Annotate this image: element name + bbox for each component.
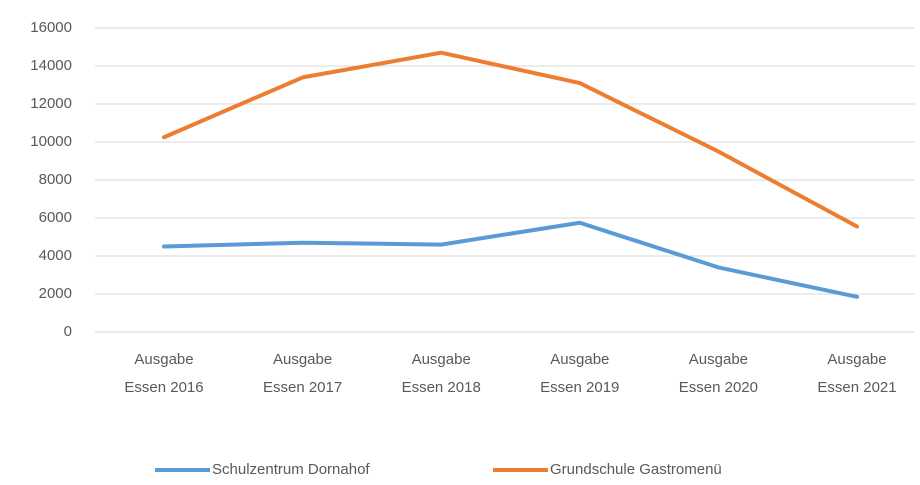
x-tick-label: Ausgabe Essen 2018 <box>401 351 481 396</box>
y-tick-label: 10000 <box>30 133 72 150</box>
series-line <box>162 220 859 299</box>
y-tick-label: 0 <box>64 323 72 340</box>
x-tick-label: Ausgabe Essen 2019 <box>540 351 620 396</box>
x-tick-label: Ausgabe Essen 2021 <box>817 351 897 396</box>
y-tick-label: 14000 <box>30 57 72 74</box>
x-tick-label: Ausgabe Essen 2017 <box>262 351 343 396</box>
series-line <box>162 50 859 229</box>
x-tick-label: Ausgabe Essen 2020 <box>678 351 758 396</box>
y-tick-label: 4000 <box>39 247 72 264</box>
y-tick-label: 2000 <box>39 285 72 302</box>
y-tick-label: 6000 <box>39 209 72 226</box>
legend-label: Grundschule Gastromenü <box>550 461 722 478</box>
legend-label: Schulzentrum Dornahof <box>212 461 370 478</box>
y-tick-label: 12000 <box>30 95 72 112</box>
x-tick-label: Ausgabe Essen 2016 <box>124 351 204 396</box>
y-tick-label: 8000 <box>39 171 72 188</box>
y-tick-label: 16000 <box>30 19 72 36</box>
